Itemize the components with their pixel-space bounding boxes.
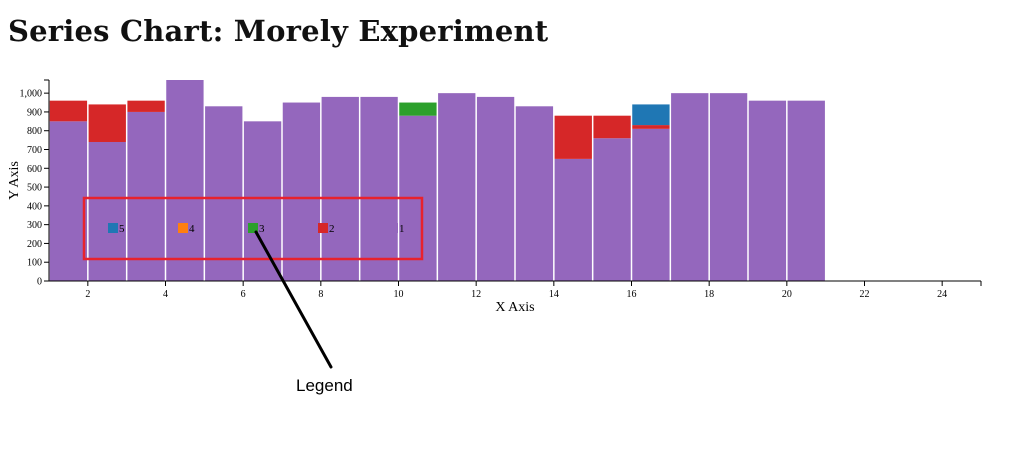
bar-14-series-1: [554, 158, 592, 281]
y-tick-label-300: 300: [27, 220, 42, 231]
bar-14-series-2: [554, 115, 592, 159]
legend-label-2: 2: [329, 223, 335, 235]
bar-7-series-1: [282, 102, 321, 281]
y-tick-label-900: 900: [27, 107, 42, 118]
bar-10-series-3: [399, 102, 437, 116]
legend-swatch-5: [108, 223, 118, 233]
x-tick-label-2: 2: [85, 289, 90, 300]
bar-4-series-1: [166, 80, 204, 281]
bar-15-series-1: [593, 138, 631, 281]
bar-8-series-1: [321, 96, 359, 281]
bar-16-series-2: [632, 125, 670, 129]
x-tick-label-24: 24: [937, 289, 947, 300]
bar-13-series-1: [515, 106, 554, 281]
bar-15-series-2: [593, 115, 631, 139]
y-tick-label-800: 800: [27, 126, 42, 137]
y-axis-title: Y Axis: [7, 161, 22, 200]
bar-12-series-1: [476, 96, 515, 281]
y-tick-label-1000: 1,000: [20, 89, 43, 100]
x-axis-title: X Axis: [495, 300, 534, 315]
legend-label-4: 4: [189, 223, 195, 235]
y-tick-label-200: 200: [27, 239, 42, 250]
legend-label-1: 1: [399, 223, 405, 235]
x-tick-label-12: 12: [471, 289, 481, 300]
bar-1-series-1: [49, 121, 88, 281]
x-tick-label-4: 4: [163, 289, 168, 300]
bar-18-series-1: [709, 93, 748, 281]
legend-highlight-box: [82, 196, 424, 261]
bar-3-series-1: [127, 111, 165, 282]
legend-swatch-4: [178, 223, 188, 233]
annotation-text: Legend: [296, 376, 353, 395]
x-tick-label-16: 16: [627, 289, 637, 300]
x-tick-label-18: 18: [704, 289, 714, 300]
x-tick-label-14: 14: [549, 289, 559, 300]
bar-16-series-1: [632, 128, 670, 281]
bar-1-series-2: [49, 100, 88, 122]
y-tick-label-0: 0: [37, 277, 42, 288]
x-tick-label-20: 20: [782, 289, 792, 300]
bar-17-series-1: [671, 93, 709, 281]
legend-swatch-3: [248, 223, 258, 233]
annotation-pointer: [254, 230, 333, 369]
bar-20-series-1: [787, 100, 825, 282]
x-tick-label-22: 22: [860, 289, 870, 300]
y-tick-label-600: 600: [27, 164, 42, 175]
bar-19-series-1: [748, 100, 787, 282]
bar-9-series-1: [360, 96, 398, 281]
y-tick-label-100: 100: [27, 258, 42, 269]
legend-swatch-1: [388, 223, 398, 233]
x-tick-label-6: 6: [241, 289, 246, 300]
bar-6-series-1: [243, 121, 282, 281]
x-tick-label-8: 8: [318, 289, 323, 300]
y-tick-label-400: 400: [27, 201, 42, 212]
bar-5-series-1: [205, 106, 243, 281]
bar-16-series-extra5: [632, 104, 670, 126]
legend-label-3: 3: [259, 223, 265, 235]
y-tick-label-500: 500: [27, 183, 42, 194]
bar-3-series-2: [127, 100, 165, 112]
x-tick-label-10: 10: [394, 289, 404, 300]
y-tick-label-700: 700: [27, 145, 42, 156]
legend-swatch-2: [318, 223, 328, 233]
legend-label-5: 5: [119, 223, 125, 235]
chart-title: Series Chart: Morely Experiment: [8, 14, 549, 48]
bar-11-series-1: [438, 93, 476, 281]
bar-2-series-2: [88, 104, 126, 142]
